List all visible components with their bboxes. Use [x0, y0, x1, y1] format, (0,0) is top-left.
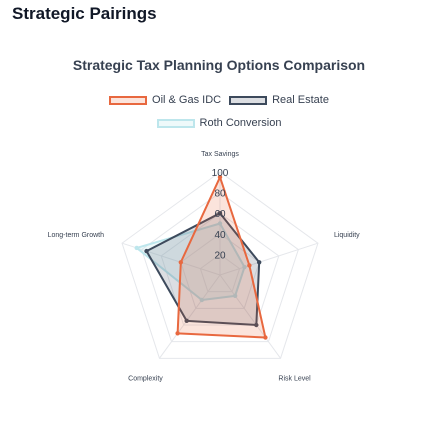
- legend: Oil & Gas IDC Real Estate: [0, 94, 438, 106]
- spoke-risk-level: [219, 274, 281, 359]
- axis-label-long-term-growth: Long-term Growth: [48, 232, 105, 239]
- point-oil-gas-idc-risk-level: [263, 335, 268, 340]
- legend-label-real-estate: Real Estate: [272, 94, 329, 106]
- axis-label-tax-savings: Tax Savings: [201, 151, 239, 158]
- legend-swatch-oil-gas: [109, 95, 148, 105]
- point-oil-gas-idc-complexity: [175, 331, 180, 336]
- point-roth-conversion-tax-savings: [217, 221, 223, 226]
- series-area-real-estate: [145, 212, 261, 326]
- legend-row-2: Roth Conversion: [0, 117, 438, 129]
- point-real-estate-liquidity: [256, 260, 262, 265]
- spoke-liquidity: [219, 242, 319, 276]
- grid-ring-40: [180, 233, 260, 309]
- point-real-estate-long-term-growth: [144, 248, 149, 254]
- point-real-estate-complexity: [184, 318, 189, 324]
- page-heading: Strategic Pairings: [12, 4, 157, 23]
- legend-item-real-estate[interactable]: Real Estate: [229, 94, 329, 106]
- axis-label-risk-level: Risk Level: [278, 375, 311, 382]
- grid-ring-20: [199, 253, 241, 293]
- tick-label-20: 20: [214, 250, 226, 261]
- point-oil-gas-idc-tax-savings: [217, 174, 223, 180]
- tick-label-40: 40: [214, 230, 226, 241]
- grid-ring-100: [121, 171, 319, 359]
- tick-label-100: 100: [212, 168, 229, 179]
- point-real-estate-tax-savings: [217, 211, 223, 216]
- point-oil-gas-idc-liquidity: [247, 263, 252, 268]
- legend-label-roth: Roth Conversion: [199, 117, 282, 129]
- axis-label-liquidity: Liquidity: [334, 232, 360, 239]
- point-oil-gas-idc-long-term-growth: [178, 260, 184, 265]
- point-roth-conversion-long-term-growth: [134, 245, 139, 251]
- point-roth-conversion-risk-level: [232, 293, 238, 299]
- grid-ring-80: [141, 191, 299, 343]
- series-area-oil-gas-idc: [176, 176, 267, 339]
- axis-label-complexity: Complexity: [128, 375, 163, 382]
- legend-swatch-real-estate: [229, 95, 268, 105]
- grid-ring-60: [160, 212, 280, 326]
- legend-item-oil-gas[interactable]: Oil & Gas IDC: [109, 94, 221, 106]
- legend-item-roth[interactable]: Roth Conversion: [156, 117, 282, 129]
- chart-title: Strategic Tax Planning Options Compariso…: [72, 57, 366, 73]
- tick-label-60: 60: [214, 209, 226, 220]
- legend-label-oil-gas: Oil & Gas IDC: [152, 94, 222, 106]
- legend-swatch-roth: [156, 118, 195, 128]
- spoke-complexity: [159, 274, 221, 359]
- point-roth-conversion-liquidity: [242, 264, 247, 270]
- point-real-estate-risk-level: [254, 322, 259, 328]
- point-roth-conversion-complexity: [199, 297, 205, 303]
- tick-label-80: 80: [214, 189, 226, 200]
